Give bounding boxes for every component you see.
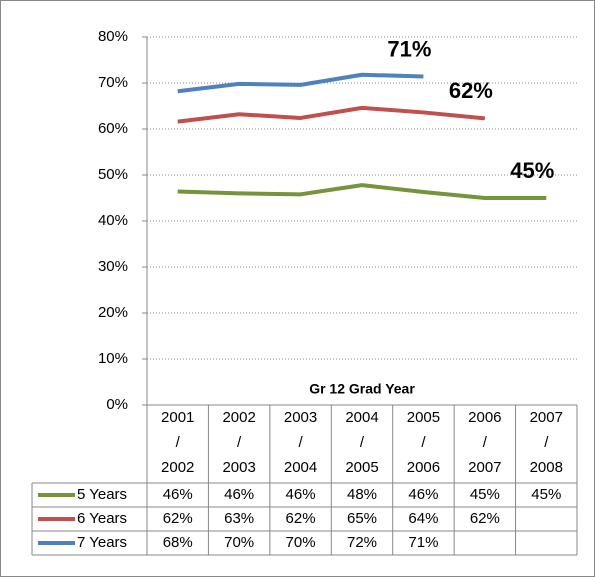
- x-tick-label: 2006 / 2007: [468, 409, 501, 476]
- x-tick-label-line: 2006: [407, 459, 440, 476]
- table-value: 68%: [163, 534, 193, 551]
- x-tick-label-line: 2001: [161, 409, 194, 426]
- y-tick-label: 80%: [98, 28, 128, 45]
- table-value: 64%: [408, 510, 438, 527]
- y-tick-label: 10%: [98, 350, 128, 367]
- x-tick-label-line: 2003: [222, 459, 255, 476]
- table-value: 45%: [470, 486, 500, 503]
- x-tick-label-line: 2005: [345, 459, 378, 476]
- table-value: 63%: [224, 510, 254, 527]
- y-tick-label: 0%: [106, 396, 128, 413]
- table-value: 46%: [163, 486, 193, 503]
- table-value: 65%: [347, 510, 377, 527]
- x-tick-label-line: 2003: [284, 409, 317, 426]
- x-tick-label-line: /: [176, 434, 181, 451]
- table-value: 72%: [347, 534, 377, 551]
- x-tick-label-line: /: [483, 434, 488, 451]
- legend-label: 6 Years: [77, 510, 127, 527]
- x-tick-label-line: /: [237, 434, 242, 451]
- x-axis-title: Gr 12 Grad Year: [309, 381, 415, 397]
- x-tick-label-line: 2008: [530, 459, 563, 476]
- y-tick-label: 60%: [98, 120, 128, 137]
- x-tick-label-line: 2007: [530, 409, 563, 426]
- x-tick-label-line: /: [298, 434, 303, 451]
- series-line: [177, 72, 424, 94]
- x-tick-label-line: 2005: [407, 409, 440, 426]
- y-tick-label: 40%: [98, 212, 128, 229]
- y-tick-label: 30%: [98, 258, 128, 275]
- x-tick-label-line: /: [360, 434, 365, 451]
- x-tick-label-line: /: [421, 434, 426, 451]
- x-tick-label: 2004 / 2005: [345, 409, 378, 476]
- legend-label: 7 Years: [77, 534, 127, 551]
- x-tick-label-line: 2004: [345, 409, 378, 426]
- y-tick-label: 70%: [98, 74, 128, 91]
- table-value: 70%: [224, 534, 254, 551]
- x-tick-label-line: 2006: [468, 409, 501, 426]
- y-tick-label: 20%: [98, 304, 128, 321]
- x-tick-label: 2005 / 2006: [407, 409, 440, 476]
- x-tick-label: 2003 / 2004: [284, 409, 317, 476]
- x-tick-label: 2001 / 2002: [161, 409, 194, 476]
- table-value: 46%: [224, 486, 254, 503]
- series-line: [177, 105, 486, 124]
- x-tick-label-line: 2004: [284, 459, 317, 476]
- x-tick-label-line: 2007: [468, 459, 501, 476]
- table-value: 70%: [286, 534, 316, 551]
- table-value: 46%: [286, 486, 316, 503]
- end-label: 45%: [510, 158, 554, 183]
- legend-label: 5 Years: [77, 486, 127, 503]
- end-label: 62%: [449, 78, 493, 103]
- x-tick-label-line: 2002: [161, 459, 194, 476]
- table-value: 48%: [347, 486, 377, 503]
- table-value: 71%: [408, 534, 438, 551]
- table-value: 62%: [470, 510, 500, 527]
- end-label: 71%: [387, 36, 431, 61]
- x-tick-label-line: /: [544, 434, 549, 451]
- x-tick-label: 2007 / 2008: [530, 409, 563, 476]
- table-value: 46%: [408, 486, 438, 503]
- series-line: [177, 183, 547, 200]
- x-tick-label: 2002 / 2003: [222, 409, 255, 476]
- table-value: 62%: [163, 510, 193, 527]
- y-tick-label: 50%: [98, 166, 128, 183]
- table-value: 62%: [286, 510, 316, 527]
- x-tick-label-line: 2002: [222, 409, 255, 426]
- table-value: 45%: [531, 486, 561, 503]
